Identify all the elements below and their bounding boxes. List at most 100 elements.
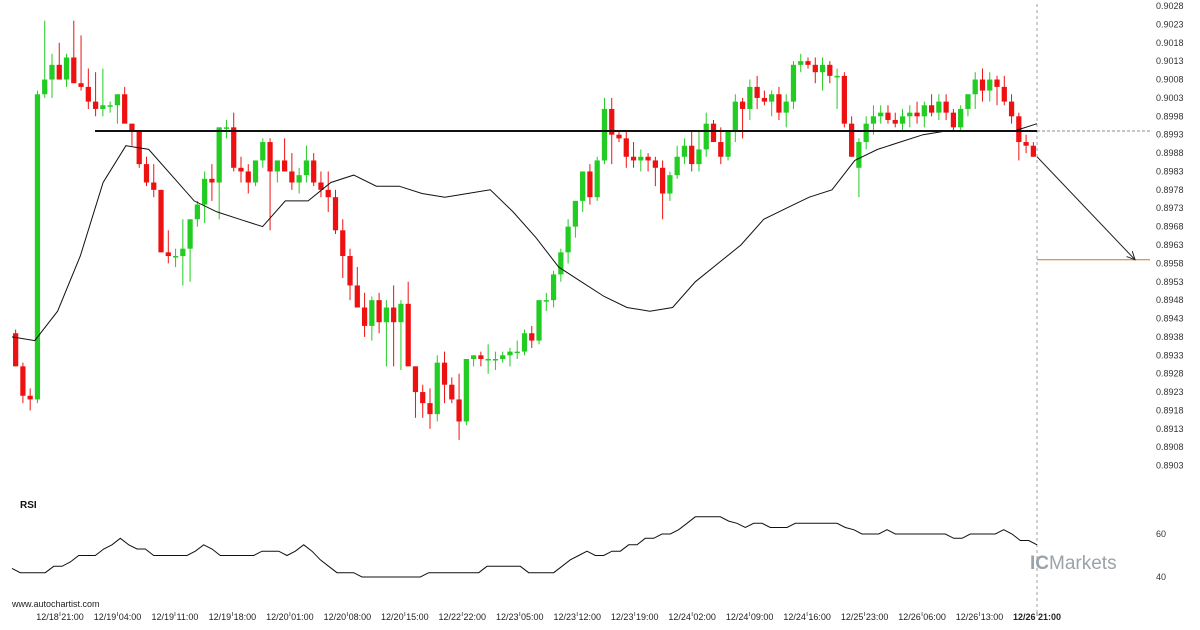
y-tick-label: 0.9013 [1156, 56, 1184, 66]
rsi-line [11, 516, 1038, 578]
candle [369, 296, 375, 341]
candle [987, 72, 993, 102]
candle-body [514, 351, 520, 354]
candle-body [674, 156, 680, 176]
candle [1016, 112, 1022, 161]
candle [274, 160, 280, 183]
y-tick-label: 0.8918 [1156, 405, 1184, 415]
candle-body [950, 112, 957, 128]
candle [674, 145, 680, 179]
moving-average [11, 123, 1038, 342]
annotations [95, 130, 1150, 261]
candle-body [805, 61, 811, 65]
candle [754, 75, 760, 109]
price-axis: 0.9028 0.9023 0.9018 0.9013 0.9008 0.9003 0.89… [1156, 1, 1184, 471]
candle-body [623, 138, 629, 157]
candle [638, 149, 644, 172]
candle-body [449, 384, 455, 400]
candle [921, 101, 927, 128]
candle [507, 347, 513, 367]
candle-body [238, 167, 244, 172]
candle [427, 388, 433, 429]
candle-body [420, 392, 426, 404]
candle-body [311, 160, 317, 183]
x-tick-label: 12/20 08:00 [324, 612, 372, 622]
candle [747, 79, 753, 120]
candle-body [500, 355, 506, 359]
candle-body [689, 145, 695, 165]
candle-body [936, 101, 942, 113]
candle [383, 300, 389, 367]
candle-body [1023, 142, 1029, 146]
candle-body [667, 175, 673, 194]
candle [311, 153, 317, 187]
candle-body [754, 86, 760, 98]
candle [56, 42, 62, 80]
candle [776, 86, 782, 120]
candle [1001, 75, 1007, 106]
candle [63, 53, 70, 87]
candle-body [630, 156, 637, 161]
brand-suffix: Markets [1049, 553, 1117, 574]
candle [13, 329, 19, 367]
candle [470, 355, 477, 367]
candle [536, 300, 542, 345]
time-axis: 12/18 21:00 12/19 04:00 12/19 11:00 12/19 1… [36, 612, 1061, 622]
candle-body [849, 123, 855, 157]
candle-body [485, 358, 491, 361]
projection-arrow-line [1036, 156, 1136, 261]
candle [514, 340, 520, 359]
candle-body [834, 75, 840, 78]
candle [761, 90, 768, 106]
candle [252, 160, 259, 187]
projection-arrow-head [1126, 250, 1136, 261]
candle-body [798, 61, 804, 65]
candle [769, 90, 775, 117]
candle-body [899, 116, 906, 124]
candle [136, 131, 142, 168]
candle [107, 101, 113, 113]
source-link[interactable]: www.autochartist.com [11, 599, 100, 609]
x-tick-label: 12/26 06:00 [898, 612, 946, 622]
candle [994, 75, 1000, 106]
candle-body [42, 79, 48, 95]
candle [325, 171, 331, 212]
candle-body [202, 178, 208, 205]
y-tick-label: 0.8968 [1156, 222, 1184, 232]
candle-body [776, 94, 782, 113]
candle [194, 200, 200, 227]
candle-body [921, 105, 927, 117]
candle [623, 131, 629, 168]
candle [739, 97, 746, 139]
candle-body [122, 94, 128, 124]
rsi-title: RSI [20, 500, 37, 511]
candle [645, 153, 651, 172]
candle [463, 358, 469, 426]
y-tick-label: 0.8933 [1156, 350, 1184, 360]
candle-body [703, 123, 709, 150]
candle [202, 171, 208, 223]
candle [456, 373, 462, 440]
y-tick-label: 0.8993 [1156, 130, 1184, 140]
candle [841, 72, 847, 128]
candle-body [391, 307, 397, 323]
x-tick-label: 12/20 15:00 [381, 612, 429, 622]
candle [558, 248, 564, 282]
brand-logo: ICMarkets [1030, 553, 1117, 574]
candle-body [405, 303, 411, 367]
y-tick-label: 0.8963 [1156, 240, 1184, 250]
candle-body [216, 127, 222, 183]
candle-body [580, 171, 586, 201]
candle-body [928, 105, 935, 113]
x-tick-label: 12/19 18:00 [209, 612, 257, 622]
y-tick-label: 0.8988 [1156, 148, 1184, 158]
x-tick-label: 12/18 21:00 [36, 612, 84, 622]
candle [20, 362, 26, 404]
candle-body [972, 79, 978, 95]
candle [936, 94, 942, 120]
candle [49, 53, 55, 98]
candle [27, 388, 33, 411]
candle-body [660, 167, 666, 194]
y-tick-label: 0.8983 [1156, 166, 1184, 176]
